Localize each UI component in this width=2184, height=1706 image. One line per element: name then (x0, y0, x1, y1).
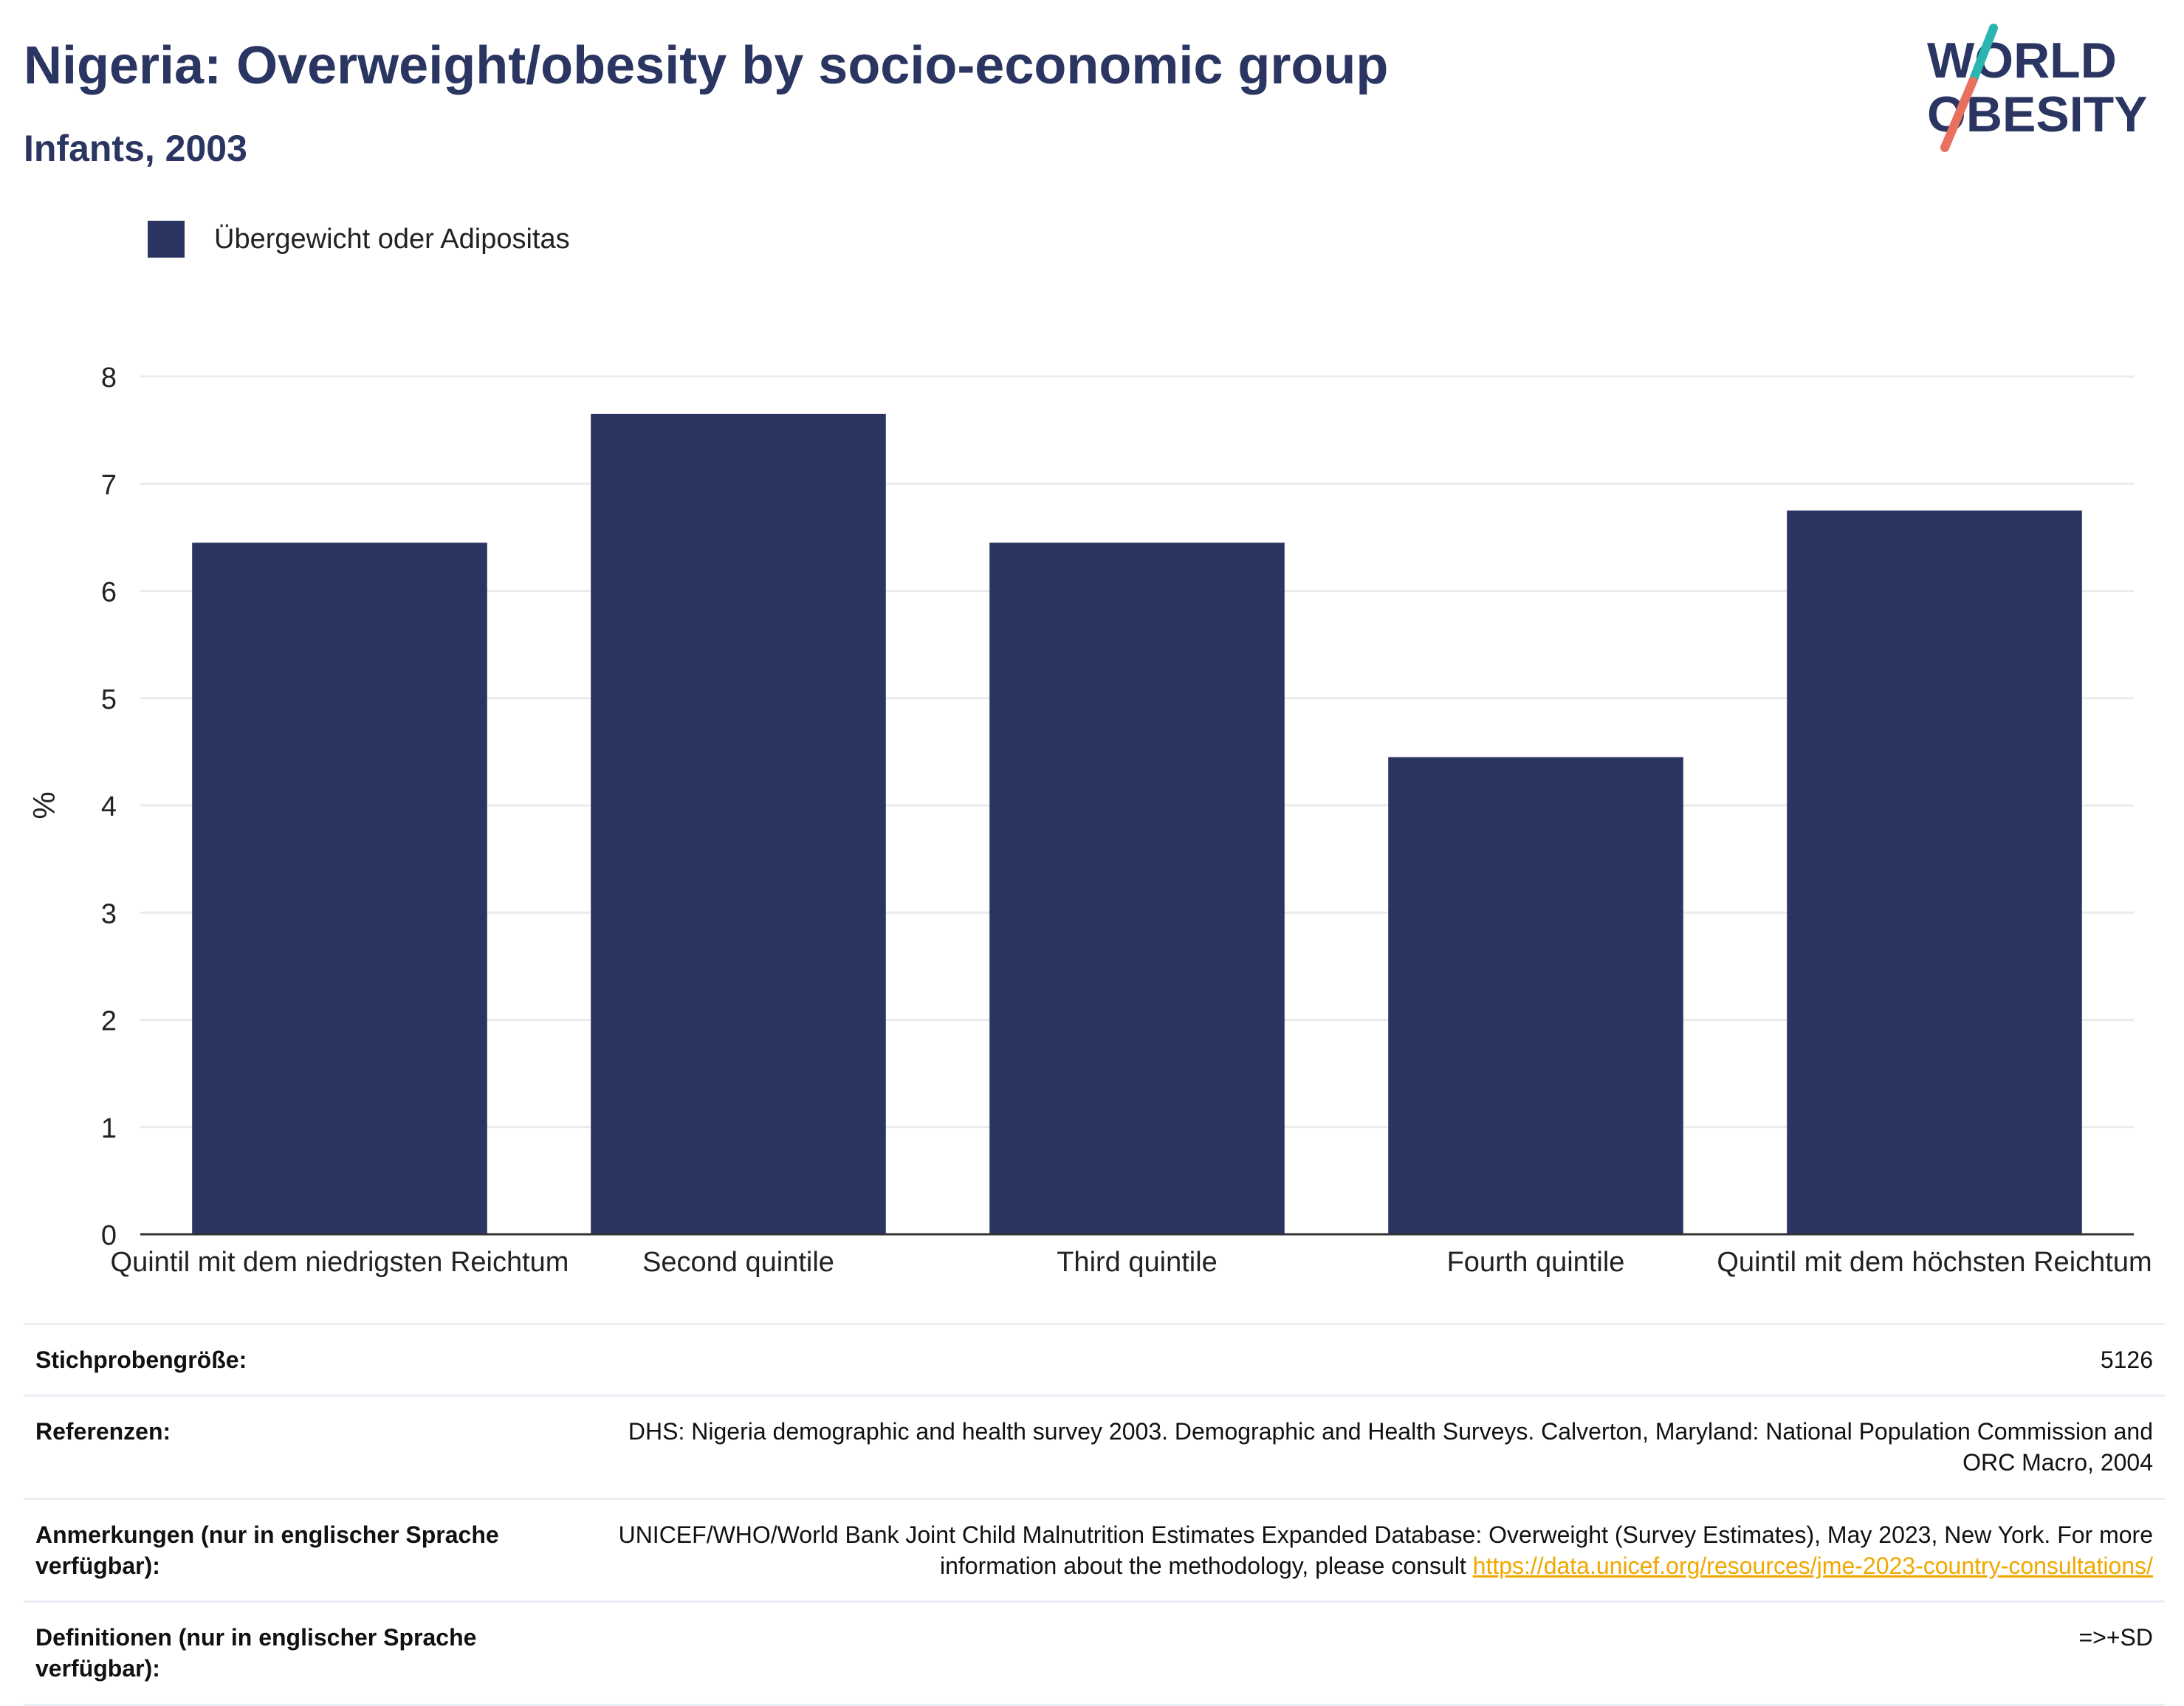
notes-value: UNICEF/WHO/World Bank Joint Child Malnut… (618, 1521, 2153, 1579)
sample-size-value: 5126 (579, 1322, 2165, 1396)
logo-teal-slash (1968, 24, 1998, 86)
chart-subtitle: Infants, 2003 (24, 128, 247, 169)
y-tick-label: 7 (101, 470, 117, 501)
x-tick-label: Quintil mit dem höchsten Reichtum (1717, 1247, 2152, 1278)
notes-cell: UNICEF/WHO/World Bank Joint Child Malnut… (579, 1497, 2165, 1602)
sample-size-row: Stichprobengröße: 5126 (24, 1322, 2165, 1396)
legend-swatch (148, 221, 185, 258)
bar (989, 543, 1285, 1234)
sample-size-label: Stichprobengröße: (24, 1322, 579, 1396)
x-tick-label: Third quintile (1057, 1247, 1218, 1278)
definitions-row: Definitionen (nur in englischer Sprache … (24, 1600, 2165, 1706)
references-row: Referenzen: DHS: Nigeria demographic and… (24, 1394, 2165, 1499)
notes-link[interactable]: https://data.unicef.org/resources/jme-20… (1472, 1552, 2153, 1579)
x-tick-label: Quintil mit dem niedrigsten Reichtum (111, 1247, 569, 1278)
x-tick-label: Fourth quintile (1447, 1247, 1625, 1278)
references-label: Referenzen: (24, 1394, 579, 1499)
logo-coral-slash (1940, 77, 1977, 152)
y-tick-label: 2 (101, 1006, 117, 1037)
y-tick-label: 4 (101, 791, 117, 822)
references-value: DHS: Nigeria demographic and health surv… (579, 1394, 2165, 1499)
y-axis-label: % (27, 791, 61, 819)
metadata-table: Stichprobengröße: 5126 Referenzen: DHS: … (24, 1322, 2165, 1706)
notes-label: Anmerkungen (nur in englischer Sprache v… (24, 1497, 579, 1602)
y-tick-label: 6 (101, 577, 117, 608)
x-tick-label: Second quintile (642, 1247, 834, 1278)
bar (1388, 757, 1683, 1234)
y-tick-label: 3 (101, 898, 117, 929)
logo-world-text: WORLD (1927, 32, 2117, 89)
definitions-value: =>+SD (579, 1600, 2165, 1706)
y-tick-label: 8 (101, 362, 117, 393)
y-tick-label: 1 (101, 1113, 117, 1144)
world-obesity-logo: WORLD OBESITY (1927, 24, 2148, 152)
bar (192, 543, 487, 1234)
bar (1787, 510, 2082, 1234)
bar (591, 413, 886, 1234)
notes-row: Anmerkungen (nur in englischer Sprache v… (24, 1497, 2165, 1602)
bar-chart: 0 1 2 3 4 5 6 7 8% Quintil mit dem niedrigsten Re… (27, 362, 2152, 1278)
definitions-label: Definitionen (nur in englischer Sprache … (24, 1600, 579, 1706)
legend: Übergewicht oder Adipositas (148, 219, 570, 260)
y-tick-label: 5 (101, 684, 117, 715)
chart-title: Nigeria: Overweight/obesity by socio-eco… (24, 36, 1389, 95)
y-tick-label: 0 (101, 1220, 117, 1251)
legend-label: Übergewicht oder Adipositas (214, 223, 570, 255)
